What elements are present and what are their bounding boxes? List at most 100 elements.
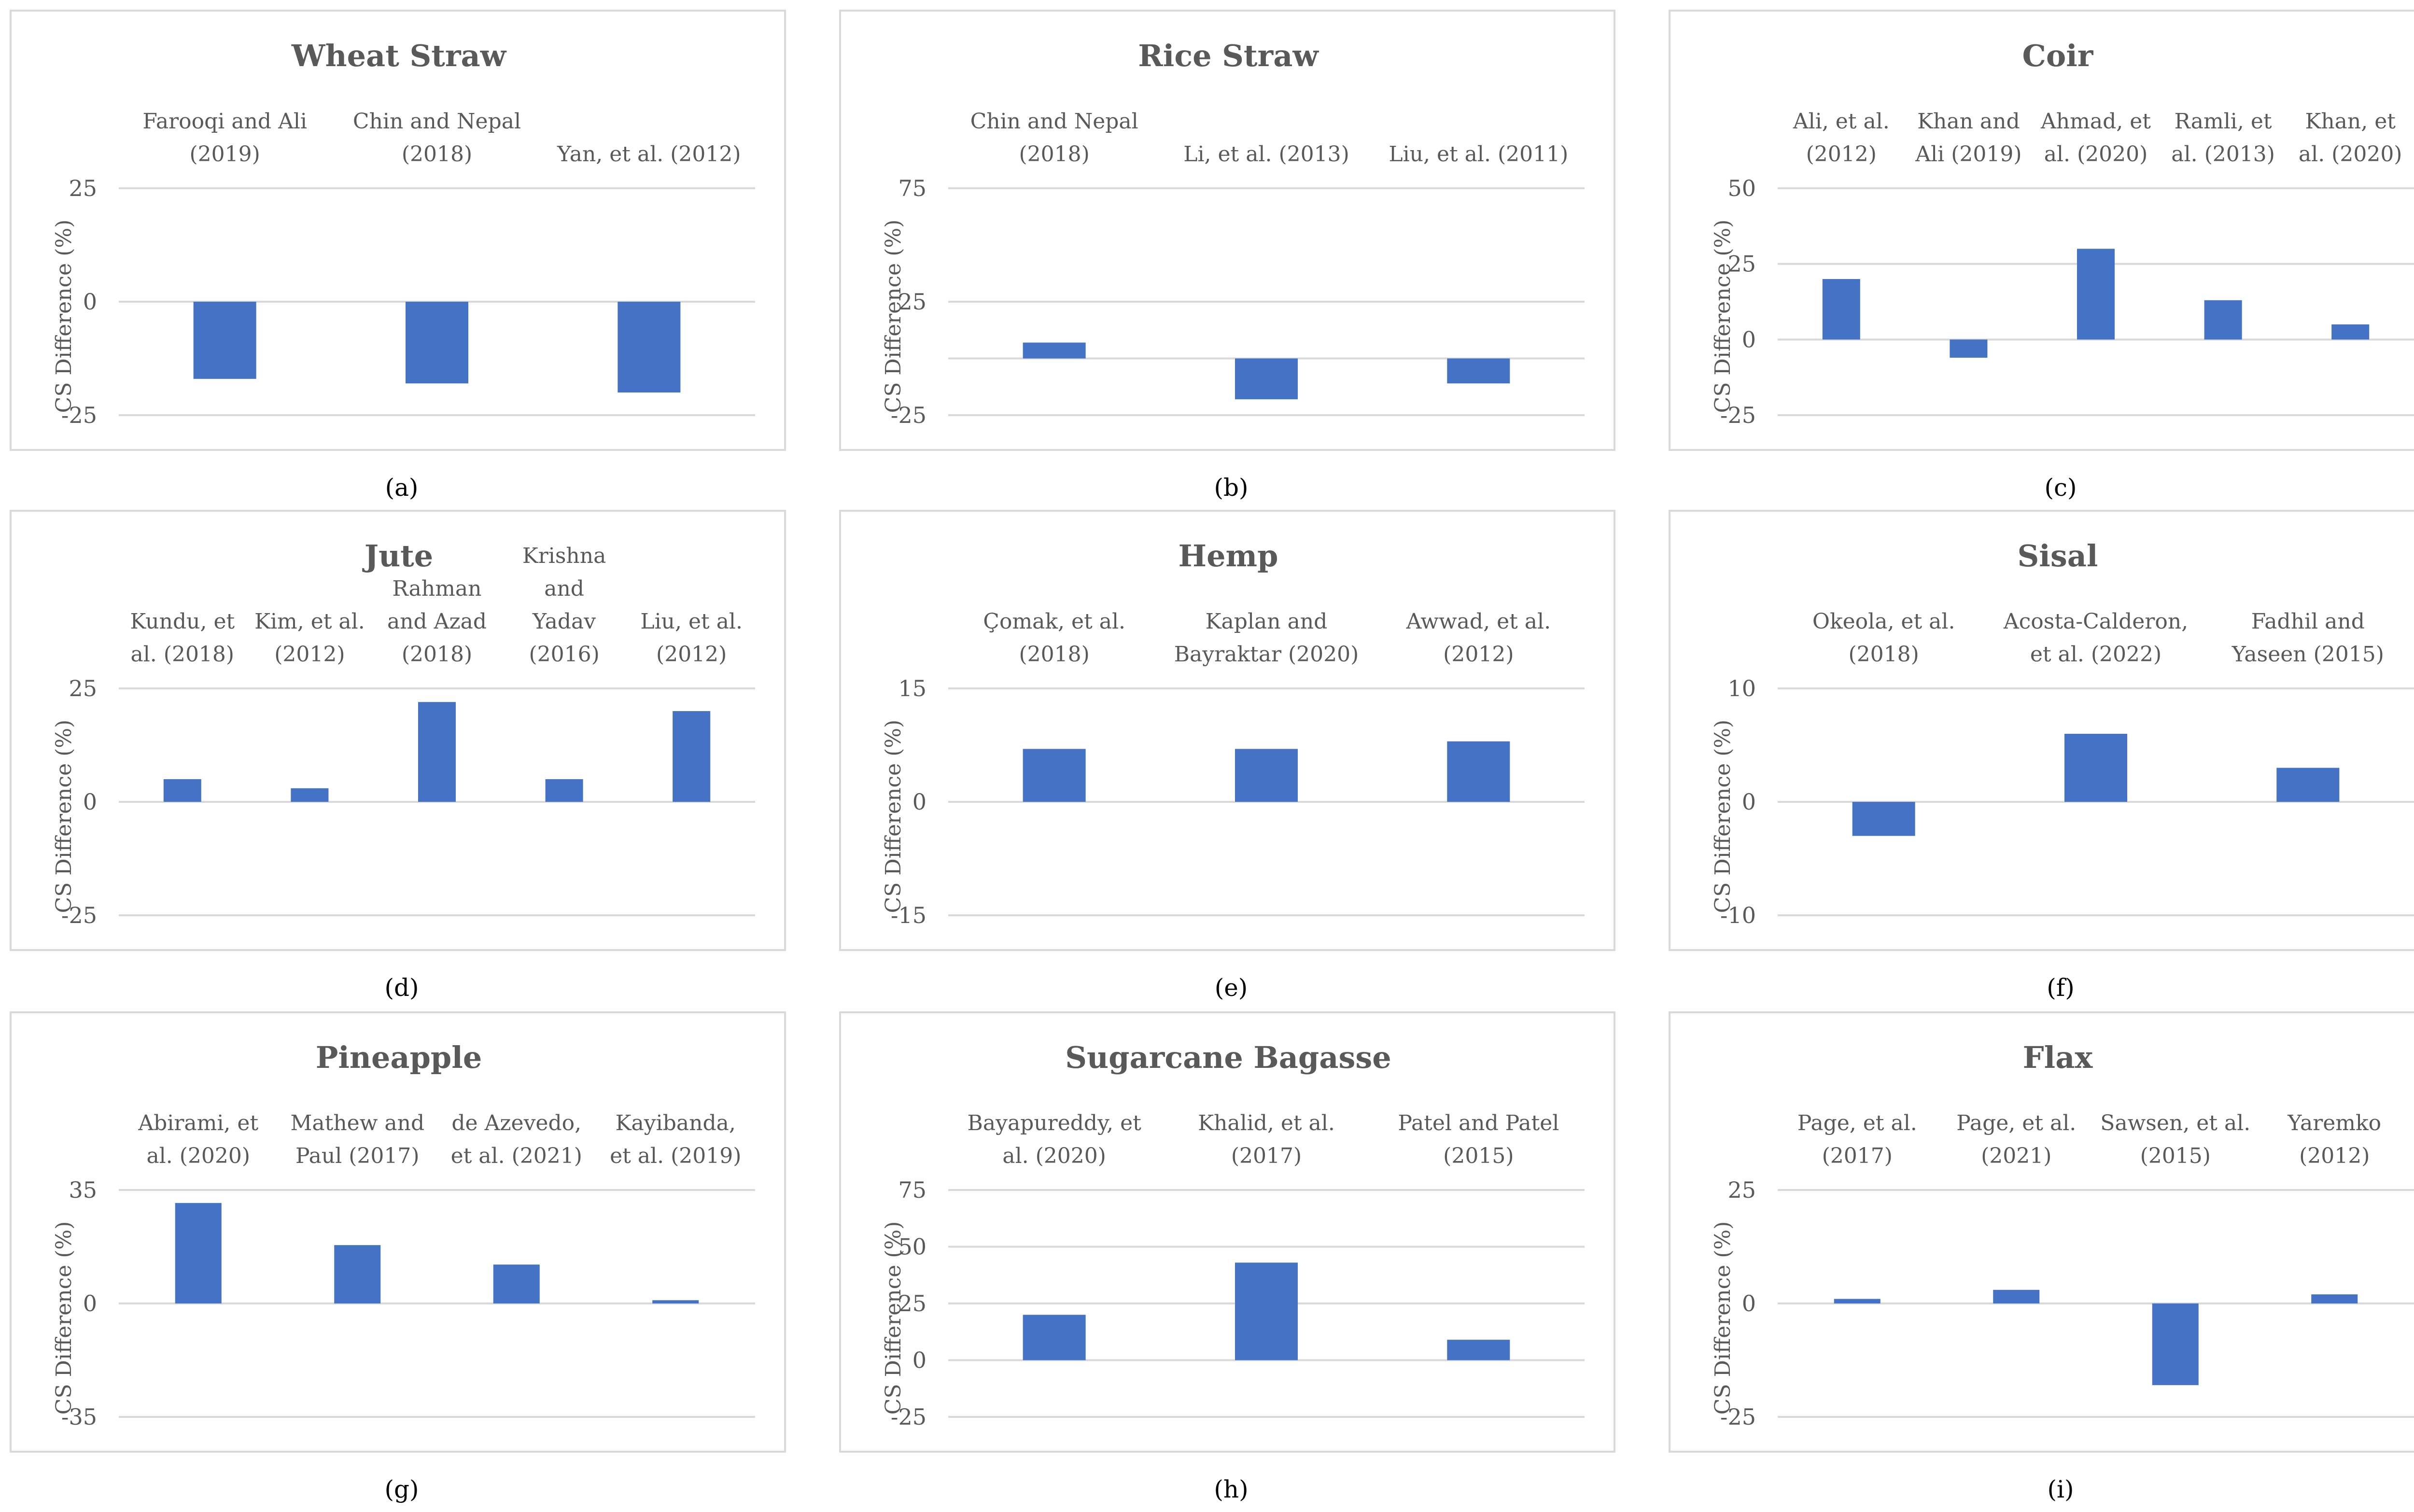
category-label: (2018) [1019, 642, 1090, 667]
y-tick-label: -10 [1720, 902, 1756, 928]
panel-label: (f) [2047, 974, 2075, 1002]
category-label: Khan and [1917, 109, 2020, 134]
panel-label: (c) [2044, 474, 2077, 502]
bar [175, 1203, 222, 1303]
y-tick-label: 25 [898, 289, 926, 315]
category-label: Rahman [392, 576, 481, 601]
category-label: Krishna [522, 544, 606, 568]
chart-title: Sisal [2018, 538, 2098, 574]
y-tick-label: 0 [1742, 789, 1756, 815]
y-axis-label: CS Difference (%) [52, 220, 76, 413]
bar [652, 1300, 699, 1303]
category-label: et al. (2021) [451, 1144, 582, 1168]
category-label: Khan, et [2305, 109, 2396, 134]
bar [2276, 768, 2340, 802]
category-label: (2018) [1019, 142, 1090, 167]
category-label: Ramli, et [2175, 109, 2272, 134]
bar [406, 302, 468, 384]
chart-title: Sugarcane Bagasse [1065, 1040, 1391, 1075]
bar [1447, 358, 1510, 384]
bar [2311, 1294, 2358, 1303]
category-label: Yaseen (2015) [2232, 642, 2384, 667]
chart-frame [10, 1011, 786, 1453]
y-tick-label: -15 [891, 902, 926, 928]
category-label: Kundu, et [130, 609, 235, 634]
y-axis-label: CS Difference (%) [52, 720, 76, 913]
bar [2204, 300, 2242, 340]
chart-panel-c: Coir -25 0 25 50 CS Difference (%) Ali, et al.… [1669, 10, 2414, 451]
bar [418, 702, 456, 802]
category-label: Okeola, et al. [1812, 609, 1955, 634]
bar [1822, 279, 1860, 340]
y-tick-label: 75 [898, 175, 926, 201]
panel-label: (e) [1215, 974, 1248, 1002]
category-label: (2018) [402, 642, 472, 667]
y-tick-label: -25 [1720, 402, 1756, 428]
y-tick-label: 25 [898, 1290, 926, 1316]
bar [1023, 749, 1086, 802]
chart-title: Coir [2022, 38, 2094, 73]
category-label: (2012) [274, 642, 345, 667]
y-tick-label: 0 [1742, 1290, 1756, 1316]
bar [1023, 1315, 1086, 1360]
bar [163, 779, 201, 802]
category-label: (2012) [1443, 642, 1514, 667]
chart-frame [839, 510, 1615, 951]
bar [1235, 1262, 1298, 1360]
category-label: Khalid, et al. [1198, 1111, 1335, 1135]
category-label: Ahmad, et [2040, 109, 2151, 134]
y-tick-label: 75 [898, 1177, 926, 1203]
y-tick-label: -35 [61, 1404, 97, 1430]
category-label: Chin and Nepal [970, 109, 1138, 134]
y-tick-label: 25 [1727, 1177, 1756, 1203]
y-axis-label: CS Difference (%) [52, 1221, 76, 1415]
y-tick-label: -25 [61, 402, 97, 428]
chart-panel-g: Pineapple -35 0 35 CS Difference (%) Abirami,… [10, 1011, 786, 1453]
y-tick-label: 35 [69, 1177, 97, 1203]
category-label: and Azad [387, 609, 487, 634]
bar [1852, 802, 1915, 836]
y-tick-label: 50 [898, 1234, 926, 1260]
y-tick-label: 0 [912, 1347, 926, 1373]
category-label: (2018) [402, 142, 472, 167]
y-tick-label: 25 [69, 175, 97, 201]
panel-label: (g) [384, 1475, 419, 1503]
category-label: Yadav [532, 609, 596, 634]
bar [334, 1245, 381, 1303]
chart-title: Wheat Straw [291, 38, 507, 73]
panel-label: (h) [1214, 1475, 1248, 1503]
category-label: al. (2018) [131, 642, 235, 667]
y-tick-label: 50 [1727, 175, 1756, 201]
category-label: Kayibanda, [616, 1111, 736, 1135]
bar [1447, 741, 1510, 802]
category-label: Yaremko [2287, 1111, 2381, 1135]
bar [545, 779, 583, 802]
chart-panel-h: Sugarcane Bagasse -25 0 25 50 75 CS Difference… [839, 1011, 1615, 1453]
category-label: Fadhil and [2251, 609, 2365, 634]
category-label: Kaplan and [1206, 609, 1328, 634]
category-label: Bayraktar (2020) [1174, 642, 1359, 667]
chart-frame [1669, 10, 2414, 451]
category-label: Yan, et al. (2012) [557, 142, 741, 167]
category-label: Chin and Nepal [353, 109, 521, 134]
y-axis-label: CS Difference (%) [1711, 720, 1735, 913]
y-tick-label: -25 [61, 902, 97, 928]
chart-panel-d: Jute -25 0 25 CS Difference (%) Kundu, et al. … [10, 510, 786, 951]
panel-label: (b) [1214, 474, 1248, 502]
y-tick-label: -25 [891, 1404, 926, 1430]
category-label: Patel and Patel [1398, 1111, 1559, 1135]
chart-panel-b: Rice Straw -25 25 75 CS Difference (%) Chin a… [839, 10, 1615, 451]
bar [2064, 734, 2127, 802]
y-tick-label: 25 [1727, 251, 1756, 277]
category-label: de Azevedo, [451, 1111, 581, 1135]
y-tick-label: 0 [83, 289, 97, 315]
y-tick-label: 25 [69, 675, 97, 701]
bar [1834, 1299, 1881, 1303]
chart-title: Rice Straw [1138, 38, 1319, 73]
y-tick-label: 0 [912, 789, 926, 815]
category-label: and [544, 576, 584, 601]
category-label: Ali, et al. [1793, 109, 1890, 134]
category-label: Page, et al. [1797, 1111, 1917, 1135]
bar [1447, 1340, 1510, 1360]
